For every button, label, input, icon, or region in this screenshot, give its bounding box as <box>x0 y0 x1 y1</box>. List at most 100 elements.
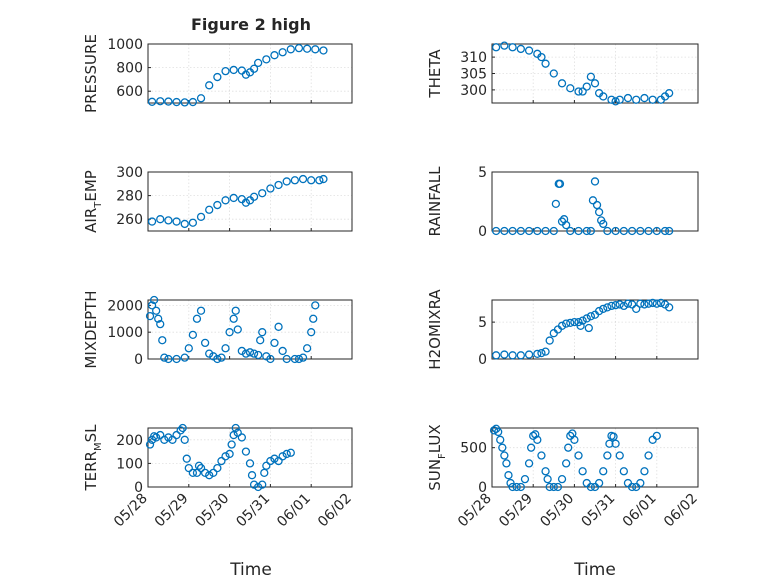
y-axis-label: MIXDEPTH <box>82 290 100 368</box>
data-point <box>652 431 661 441</box>
data-point <box>615 300 624 309</box>
data-point <box>262 352 271 361</box>
data-point <box>217 456 226 466</box>
data-point <box>213 72 222 82</box>
data-point <box>249 64 259 73</box>
y-tick-label: 0 <box>478 480 487 496</box>
data-point <box>582 314 591 323</box>
data-point <box>576 321 585 330</box>
data-point <box>156 97 165 106</box>
y-tick-label: 280 <box>116 189 143 205</box>
data-point <box>302 44 312 53</box>
data-point <box>611 97 620 106</box>
data-point <box>145 440 155 449</box>
data-point <box>156 215 165 224</box>
data-point <box>147 217 157 226</box>
data-point <box>184 463 193 473</box>
x-tick-label: 05/31 <box>233 491 273 531</box>
data-point <box>494 427 503 437</box>
data-point <box>537 52 546 62</box>
data-point <box>233 325 242 334</box>
data-point <box>533 226 542 236</box>
data-point <box>298 353 308 362</box>
data-point <box>489 426 499 435</box>
data-point <box>574 87 583 96</box>
data-point <box>516 44 525 54</box>
data-point <box>229 65 238 75</box>
data-point <box>274 322 283 331</box>
data-point <box>154 314 163 323</box>
data-point <box>504 471 513 480</box>
data-point <box>196 94 206 103</box>
data-point <box>282 177 291 186</box>
data-point <box>205 205 214 214</box>
data-point <box>205 349 214 358</box>
data-point <box>247 471 257 480</box>
data-point <box>290 176 300 185</box>
data-point <box>516 351 525 360</box>
data-point <box>231 306 240 315</box>
data-point <box>545 336 554 345</box>
y-tick-label: 800 <box>116 61 143 77</box>
subplot-4: 0 5 RAINFALL <box>426 165 699 240</box>
data-point <box>182 454 191 463</box>
data-point <box>603 451 612 460</box>
data-point <box>584 323 593 333</box>
data-point <box>644 299 653 308</box>
data-point <box>266 184 275 193</box>
data-point <box>266 456 275 466</box>
data-point <box>640 93 649 103</box>
data-point <box>508 43 517 52</box>
x-axis-label-right: Time <box>573 560 616 580</box>
data-point <box>590 177 600 186</box>
data-point <box>599 92 608 101</box>
data-point <box>524 350 534 359</box>
data-point <box>237 346 246 356</box>
data-point <box>531 430 540 439</box>
x-tick-label: 06/01 <box>274 491 314 531</box>
data-point <box>225 449 234 459</box>
data-point <box>582 226 591 236</box>
data-point <box>570 435 579 444</box>
data-point <box>516 226 525 236</box>
data-point <box>590 79 600 88</box>
data-point <box>566 226 575 236</box>
data-point <box>237 433 246 442</box>
x-tick-label: 05/29 <box>152 491 192 531</box>
data-point <box>286 45 295 54</box>
subplot-1: 600 800 1000 PRESSURE <box>82 34 353 113</box>
data-point <box>500 451 509 460</box>
data-point <box>491 351 501 360</box>
data-point <box>180 98 189 107</box>
data-point <box>545 482 554 492</box>
data-point <box>541 467 550 476</box>
data-point <box>557 321 567 330</box>
y-tick-label: 1000 <box>107 37 143 53</box>
data-point <box>156 430 165 440</box>
data-point <box>599 467 608 476</box>
data-point <box>578 467 587 476</box>
data-point <box>200 338 210 348</box>
data-point <box>543 474 552 484</box>
y-axis-label: TERRMSL <box>82 424 104 492</box>
data-point <box>302 344 312 353</box>
data-point <box>582 82 591 91</box>
y-tick-label: 0 <box>134 480 143 496</box>
data-point <box>254 350 263 360</box>
axes-frame <box>147 299 353 360</box>
data-point <box>541 347 550 356</box>
data-point <box>549 69 558 78</box>
data-point <box>611 439 620 448</box>
data-point <box>213 354 222 364</box>
data-point <box>160 435 169 444</box>
data-point <box>644 226 653 236</box>
data-point <box>533 435 542 444</box>
data-point <box>258 480 267 489</box>
data-point <box>309 314 318 323</box>
subplot-6: 0 5 H2OMIXRA <box>426 289 699 370</box>
data-point <box>500 350 509 359</box>
data-point <box>209 352 218 361</box>
data-point <box>570 317 579 327</box>
data-point <box>636 226 645 236</box>
data-point <box>172 354 181 364</box>
